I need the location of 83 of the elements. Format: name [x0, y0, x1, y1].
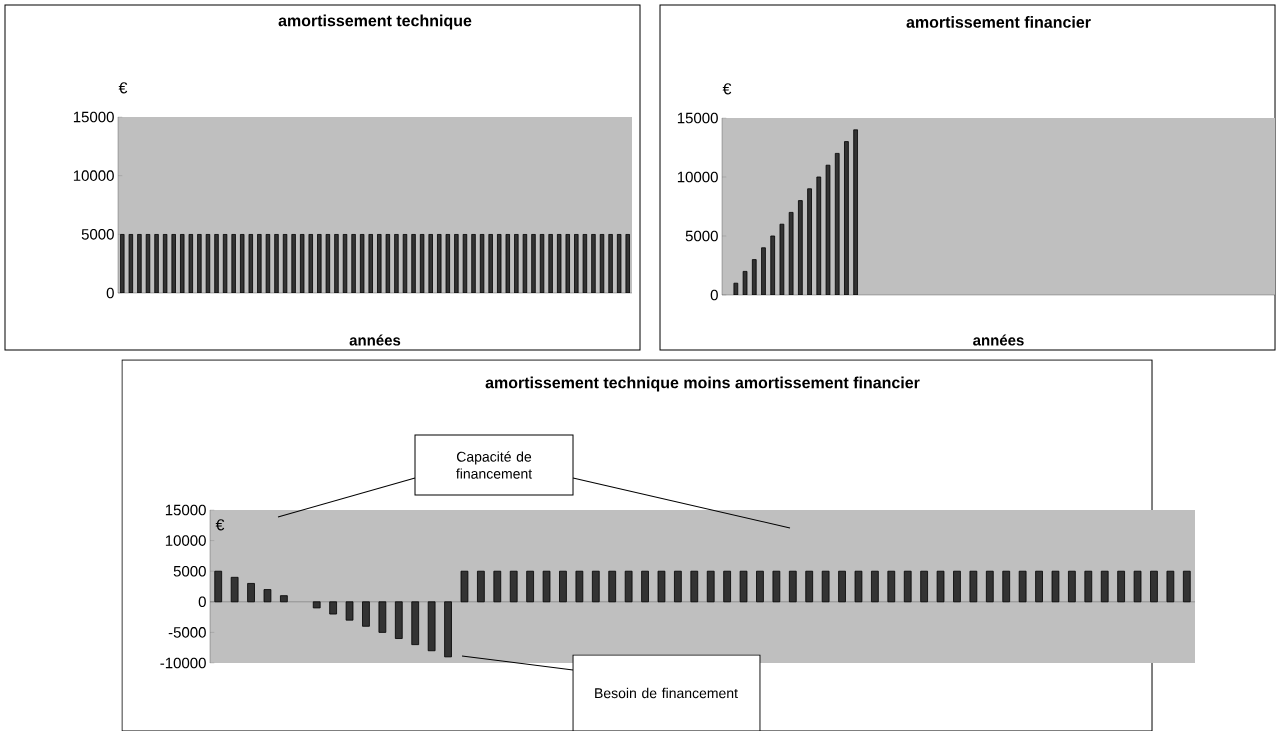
y-tick-label: 10000 — [677, 171, 718, 183]
bar — [526, 570, 534, 603]
bar — [854, 570, 863, 603]
bar — [329, 601, 337, 615]
bar — [1150, 570, 1158, 603]
y-tick-label: 0 — [106, 287, 114, 299]
bar — [427, 601, 436, 652]
y-axis-title: € — [722, 83, 732, 95]
bar — [1182, 570, 1191, 603]
text: Besoin de financement — [595, 687, 738, 699]
bar — [657, 570, 666, 603]
y-axis-title: € — [118, 82, 128, 94]
y-tick-label: 5000 — [81, 229, 114, 240]
y-tick-label: 5000 — [685, 230, 718, 242]
y-tick-label: -10000 — [160, 657, 206, 669]
bar — [723, 570, 731, 603]
y-tick-label: 15000 — [165, 504, 206, 516]
bar — [920, 570, 928, 603]
bar — [1018, 570, 1027, 603]
bar — [641, 570, 649, 603]
bar — [230, 576, 239, 603]
chart-title: amortissement technique — [278, 14, 472, 30]
bar — [1117, 570, 1125, 603]
bar — [608, 570, 617, 603]
bar — [1100, 570, 1109, 603]
bar — [247, 583, 255, 603]
bar — [214, 570, 223, 603]
bar — [1051, 570, 1060, 603]
bar — [345, 601, 354, 621]
bar — [378, 601, 387, 633]
bar — [953, 570, 961, 603]
bar — [477, 570, 485, 603]
bar — [936, 570, 945, 603]
bar — [674, 570, 682, 603]
bar — [969, 570, 978, 603]
bar — [624, 570, 633, 603]
bar — [788, 570, 797, 603]
text: Capacité de financement — [456, 451, 533, 479]
y-tick-label: -5000 — [168, 627, 206, 638]
bar — [575, 570, 584, 603]
bar — [362, 601, 370, 627]
bar — [1035, 570, 1043, 603]
y-tick-label: 0 — [198, 596, 206, 608]
bar — [985, 570, 994, 603]
y-tick-label: 5000 — [173, 565, 206, 577]
bar — [706, 570, 715, 603]
bar — [838, 570, 846, 603]
chart-title: amortissement technique moins amortissement financier — [485, 376, 920, 392]
bar — [542, 570, 551, 603]
bar — [903, 570, 912, 603]
bar — [690, 570, 699, 603]
bar — [1084, 570, 1093, 603]
y-tick-label: 10000 — [73, 170, 114, 181]
y-axis-title: € — [215, 519, 225, 531]
bar — [263, 589, 272, 603]
chart-title: amortissement financier — [906, 16, 1091, 28]
bar — [805, 570, 814, 603]
bar — [509, 570, 518, 603]
bar — [1133, 570, 1142, 603]
bar — [756, 570, 764, 603]
bar — [591, 570, 600, 603]
y-tick-label: 15000 — [677, 112, 718, 124]
y-tick-label: 10000 — [165, 535, 206, 546]
bar — [739, 570, 748, 603]
bar — [411, 601, 420, 646]
bar — [312, 601, 321, 609]
bar — [394, 601, 403, 639]
bar — [1002, 570, 1011, 603]
bar — [821, 570, 830, 603]
bar — [772, 570, 781, 603]
bar — [493, 570, 502, 603]
bar — [444, 601, 452, 658]
bar — [280, 595, 288, 603]
x-axis-title: années — [973, 334, 1024, 346]
bar — [460, 570, 469, 603]
bar — [871, 570, 879, 603]
x-axis-title: années — [349, 334, 401, 346]
bar — [887, 570, 896, 603]
y-tick-label: 0 — [710, 289, 718, 301]
y-tick-label: 15000 — [73, 111, 114, 123]
bar — [1166, 570, 1175, 603]
bar — [1068, 570, 1076, 603]
bar — [559, 570, 567, 603]
